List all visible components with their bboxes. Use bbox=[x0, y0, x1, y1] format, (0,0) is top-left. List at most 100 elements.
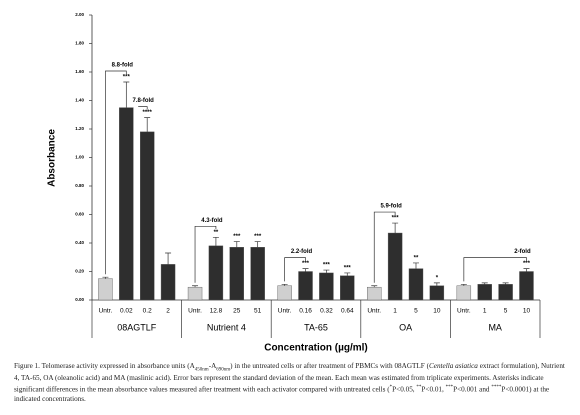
bar bbox=[298, 271, 313, 301]
x-tick-label: 10 bbox=[523, 308, 531, 315]
bar bbox=[408, 268, 424, 301]
significance-label: *** bbox=[302, 261, 310, 267]
group-label: 08AGTLF bbox=[117, 322, 157, 332]
caption-text: ) in the untreated cells or after treatm… bbox=[230, 362, 429, 370]
y-tick-label: 0.20 bbox=[75, 269, 84, 274]
caption: Figure 1. Telomerase activity expressed … bbox=[14, 362, 566, 404]
x-tick-label: Untr. bbox=[457, 308, 471, 315]
bar bbox=[477, 284, 492, 301]
x-tick-label: 0.32 bbox=[320, 308, 333, 315]
x-tick-label: Untr. bbox=[99, 308, 113, 315]
group-label: TA-65 bbox=[304, 322, 328, 332]
y-tick-label: 0.00 bbox=[75, 297, 84, 302]
fold-bracket bbox=[373, 211, 396, 283]
y-tick-label: 1.40 bbox=[75, 98, 84, 103]
y-tick-label: 0.40 bbox=[75, 240, 84, 245]
y-axis-label: Absorbance bbox=[47, 129, 58, 187]
caption-text: Figure 1. Telomerase activity expressed … bbox=[14, 362, 195, 370]
y-tick-label: 1.80 bbox=[75, 41, 84, 46]
error-bar bbox=[344, 272, 351, 276]
bar bbox=[250, 247, 265, 301]
y-tick-label: 1.20 bbox=[75, 126, 84, 131]
x-tick-label: 0.2 bbox=[143, 308, 152, 315]
bar bbox=[160, 264, 176, 301]
caption-text: Centella asiatica bbox=[428, 362, 478, 370]
bar bbox=[429, 285, 445, 301]
caption-text: *** bbox=[445, 385, 454, 391]
fold-bracket bbox=[138, 106, 148, 110]
significance-label: ** bbox=[214, 230, 219, 236]
x-tick-label: Untr. bbox=[278, 308, 292, 315]
x-axis-label: Concentration (µg/ml) bbox=[264, 343, 368, 354]
significance-label: ** bbox=[414, 256, 419, 262]
bar bbox=[519, 271, 534, 301]
bar bbox=[139, 131, 155, 301]
bar bbox=[187, 286, 203, 301]
y-tick-label: 0.60 bbox=[75, 212, 84, 217]
fold-label: 8.8-fold bbox=[112, 63, 134, 69]
caption-text: extract formulation), Nutrient 4, TA-65,… bbox=[14, 362, 565, 394]
bar bbox=[277, 285, 292, 301]
caption-text: -A bbox=[208, 362, 217, 370]
x-tick-label: Untr. bbox=[367, 308, 381, 315]
fold-label: 2.2-fold bbox=[291, 249, 313, 255]
error-bar bbox=[481, 282, 488, 285]
bar bbox=[319, 272, 334, 301]
x-tick-label: 0.64 bbox=[341, 308, 354, 315]
caption-text: P<0.01, bbox=[421, 385, 446, 394]
significance-label: *** bbox=[344, 266, 352, 272]
bar bbox=[229, 247, 244, 301]
caption-text: 690nm bbox=[216, 367, 231, 373]
x-tick-label: 5 bbox=[414, 308, 418, 315]
fold-label: 4.3-fold bbox=[201, 218, 223, 224]
x-tick-label: 0.02 bbox=[120, 308, 133, 315]
significance-label: *** bbox=[323, 263, 331, 269]
error-bar bbox=[144, 117, 151, 132]
caption-text: 450nm bbox=[194, 367, 209, 373]
group-label: MA bbox=[488, 322, 502, 332]
y-tick-label: 1.00 bbox=[75, 155, 84, 160]
caption-text: P<0.001 and bbox=[453, 385, 492, 394]
fold-label: 5.9-fold bbox=[380, 204, 402, 210]
error-bar bbox=[323, 269, 330, 273]
x-tick-label: 25 bbox=[233, 308, 241, 315]
fold-label: 2-fold bbox=[514, 249, 531, 255]
error-bar bbox=[502, 282, 509, 285]
x-tick-label: 10 bbox=[433, 308, 441, 315]
y-tick-label: 0.80 bbox=[75, 183, 84, 188]
caption-text: ** bbox=[416, 385, 422, 391]
y-tick-label: 2.00 bbox=[75, 12, 84, 17]
chart: Absorbance Concentration (µg/ml) 0.00 0.2… bbox=[47, 12, 541, 354]
group-label: OA bbox=[399, 322, 412, 332]
x-tick-label: 5 bbox=[504, 308, 508, 315]
error-bar bbox=[302, 268, 309, 272]
error-bar bbox=[192, 285, 199, 288]
bar bbox=[340, 275, 355, 301]
fold-label: 7.8-fold bbox=[133, 98, 155, 104]
bar bbox=[98, 278, 113, 301]
error-bar bbox=[392, 222, 399, 234]
error-bar bbox=[281, 283, 288, 286]
significance-label: **** bbox=[143, 110, 153, 116]
x-tick-label: 12.8 bbox=[210, 308, 223, 315]
significance-label: *** bbox=[123, 75, 131, 81]
significance-label: *** bbox=[523, 261, 531, 267]
x-tick-label: 1 bbox=[393, 308, 397, 315]
caption-text: **** bbox=[491, 385, 502, 391]
x-tick-label: 2 bbox=[166, 308, 170, 315]
y-tick-label: 1.60 bbox=[75, 69, 84, 74]
error-bar bbox=[433, 282, 440, 286]
fold-bracket bbox=[463, 257, 527, 282]
bar bbox=[387, 232, 403, 301]
error-bar bbox=[412, 262, 419, 269]
error-bar bbox=[523, 268, 530, 272]
error-bar bbox=[123, 81, 130, 108]
error-bar bbox=[165, 252, 172, 265]
group-label: Nutrient 4 bbox=[207, 322, 246, 332]
significance-label: *** bbox=[233, 234, 241, 240]
bar bbox=[498, 284, 513, 301]
bar bbox=[119, 107, 134, 301]
caption-text: P<0.05, bbox=[392, 385, 417, 394]
significance-label: *** bbox=[254, 234, 262, 240]
